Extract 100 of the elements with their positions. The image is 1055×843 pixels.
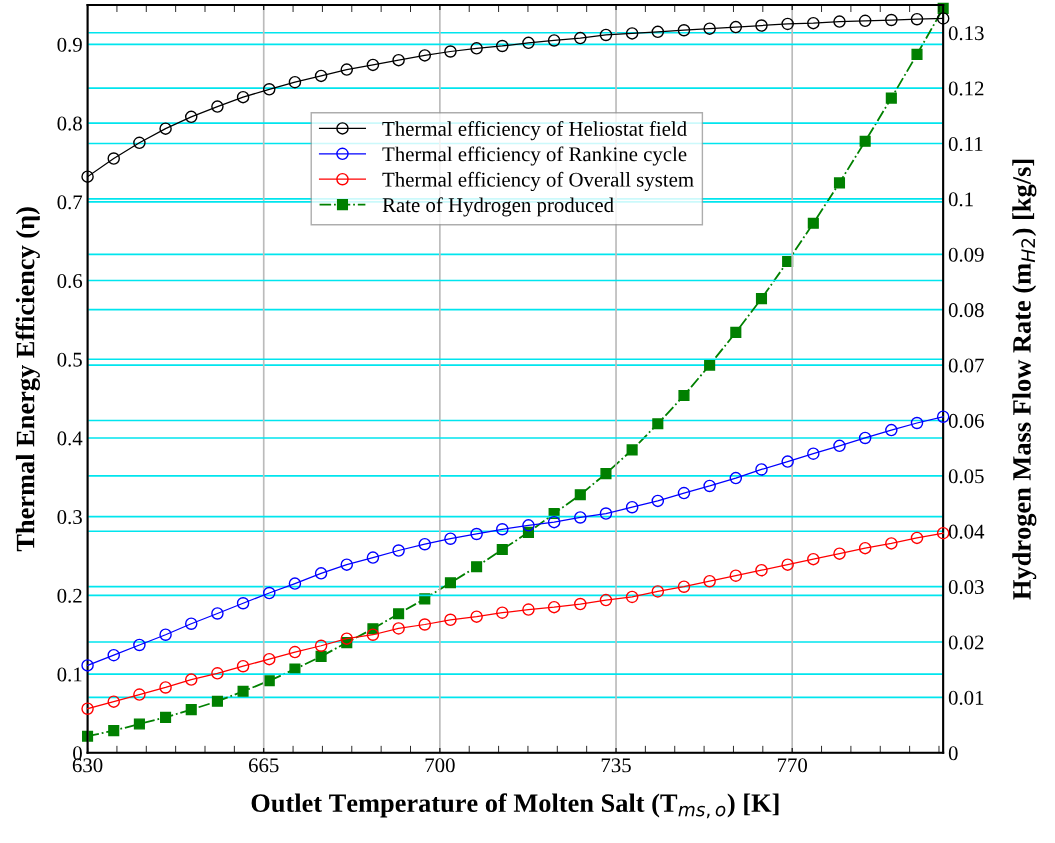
- point: [108, 725, 120, 737]
- point: [366, 551, 380, 564]
- point: [444, 613, 457, 627]
- point: [755, 19, 768, 32]
- point: [496, 39, 509, 53]
- point: [651, 494, 665, 508]
- point: [599, 507, 613, 520]
- point: [807, 16, 820, 30]
- point: [858, 431, 872, 445]
- point: [936, 410, 950, 423]
- point: [133, 136, 146, 150]
- point: [263, 83, 276, 96]
- y2-tick-label: 0.03: [948, 580, 984, 595]
- point: [470, 610, 483, 623]
- point: [599, 28, 613, 42]
- x-tick-label: 665: [248, 758, 279, 773]
- point: [81, 702, 94, 715]
- point: [418, 49, 432, 62]
- point: [910, 531, 924, 545]
- point: [366, 628, 380, 641]
- point: [418, 618, 432, 631]
- point: [133, 718, 145, 730]
- y-tick-label: 0.7: [57, 195, 83, 210]
- point: [185, 704, 197, 716]
- point: [237, 685, 249, 697]
- point: [599, 593, 613, 607]
- point: [133, 688, 146, 701]
- point: [626, 444, 638, 456]
- point: [159, 122, 172, 135]
- point: [496, 543, 508, 556]
- point: [496, 523, 509, 536]
- point: [677, 23, 691, 37]
- point: [677, 486, 691, 500]
- point: [392, 53, 405, 67]
- x-tick-label: 700: [425, 758, 455, 773]
- legend-label: Thermal efficiency of Rankine cycle: [382, 146, 687, 166]
- point: [651, 25, 665, 39]
- point: [444, 577, 456, 589]
- point: [729, 471, 743, 485]
- point: [885, 92, 897, 104]
- point: [936, 526, 950, 540]
- y2-tick-label: 0.08: [948, 303, 984, 318]
- point: [314, 69, 328, 83]
- point: [755, 293, 768, 305]
- point: [574, 489, 586, 501]
- y-tick-label: 0.9: [57, 37, 82, 52]
- point: [288, 645, 302, 659]
- point: [522, 36, 535, 50]
- point: [781, 17, 794, 31]
- point: [263, 675, 275, 687]
- point: [574, 511, 587, 524]
- point: [236, 659, 250, 673]
- point: [107, 648, 120, 662]
- point: [704, 359, 716, 371]
- legend-label: Thermal efficiency of Heliostat field: [382, 121, 687, 141]
- y-axis-title: Thermal Energy Efficiency (η): [15, 207, 40, 552]
- point: [885, 537, 898, 550]
- y-tick-label: 0.5: [57, 352, 82, 367]
- point: [600, 468, 612, 480]
- point: [936, 12, 950, 25]
- y2-tick-label: 0.12: [948, 81, 984, 96]
- point: [755, 463, 768, 476]
- y-tick-label: 0.2: [57, 588, 82, 603]
- point: [807, 552, 820, 566]
- point: [211, 695, 223, 707]
- point: [807, 447, 820, 460]
- point: [419, 593, 431, 605]
- point: [781, 455, 794, 468]
- point: [263, 652, 276, 666]
- y2-tick-label: 0.13: [948, 26, 984, 41]
- point: [366, 58, 380, 72]
- y2-axis-title: Hydrogen Mass Flow Rate (m$_{H2}$) [kg/s]: [1012, 159, 1037, 600]
- point: [625, 590, 639, 604]
- point: [547, 515, 561, 529]
- y-tick-label: 0.8: [57, 116, 82, 131]
- y2-tick-label: 0.04: [948, 524, 985, 539]
- point: [263, 586, 276, 600]
- point: [81, 659, 94, 672]
- point: [211, 607, 224, 620]
- legend-label: Rate of Hydrogen produced: [382, 197, 614, 217]
- point: [781, 558, 794, 571]
- point: [340, 558, 354, 571]
- point: [314, 567, 328, 580]
- point: [833, 439, 846, 453]
- point: [496, 606, 509, 619]
- y2-tick-label: 0.11: [948, 136, 983, 152]
- point: [574, 597, 587, 611]
- legend-label: Thermal efficiency of Overall system: [382, 171, 694, 191]
- point: [133, 638, 146, 652]
- point: [393, 608, 405, 620]
- point: [522, 603, 535, 616]
- point: [910, 12, 924, 26]
- point: [160, 711, 172, 723]
- point: [288, 577, 302, 590]
- point: [858, 14, 872, 28]
- point: [755, 563, 768, 577]
- y2-tick-label: 0.06: [948, 413, 984, 428]
- point: [522, 519, 535, 532]
- point: [859, 135, 871, 147]
- point: [107, 695, 120, 708]
